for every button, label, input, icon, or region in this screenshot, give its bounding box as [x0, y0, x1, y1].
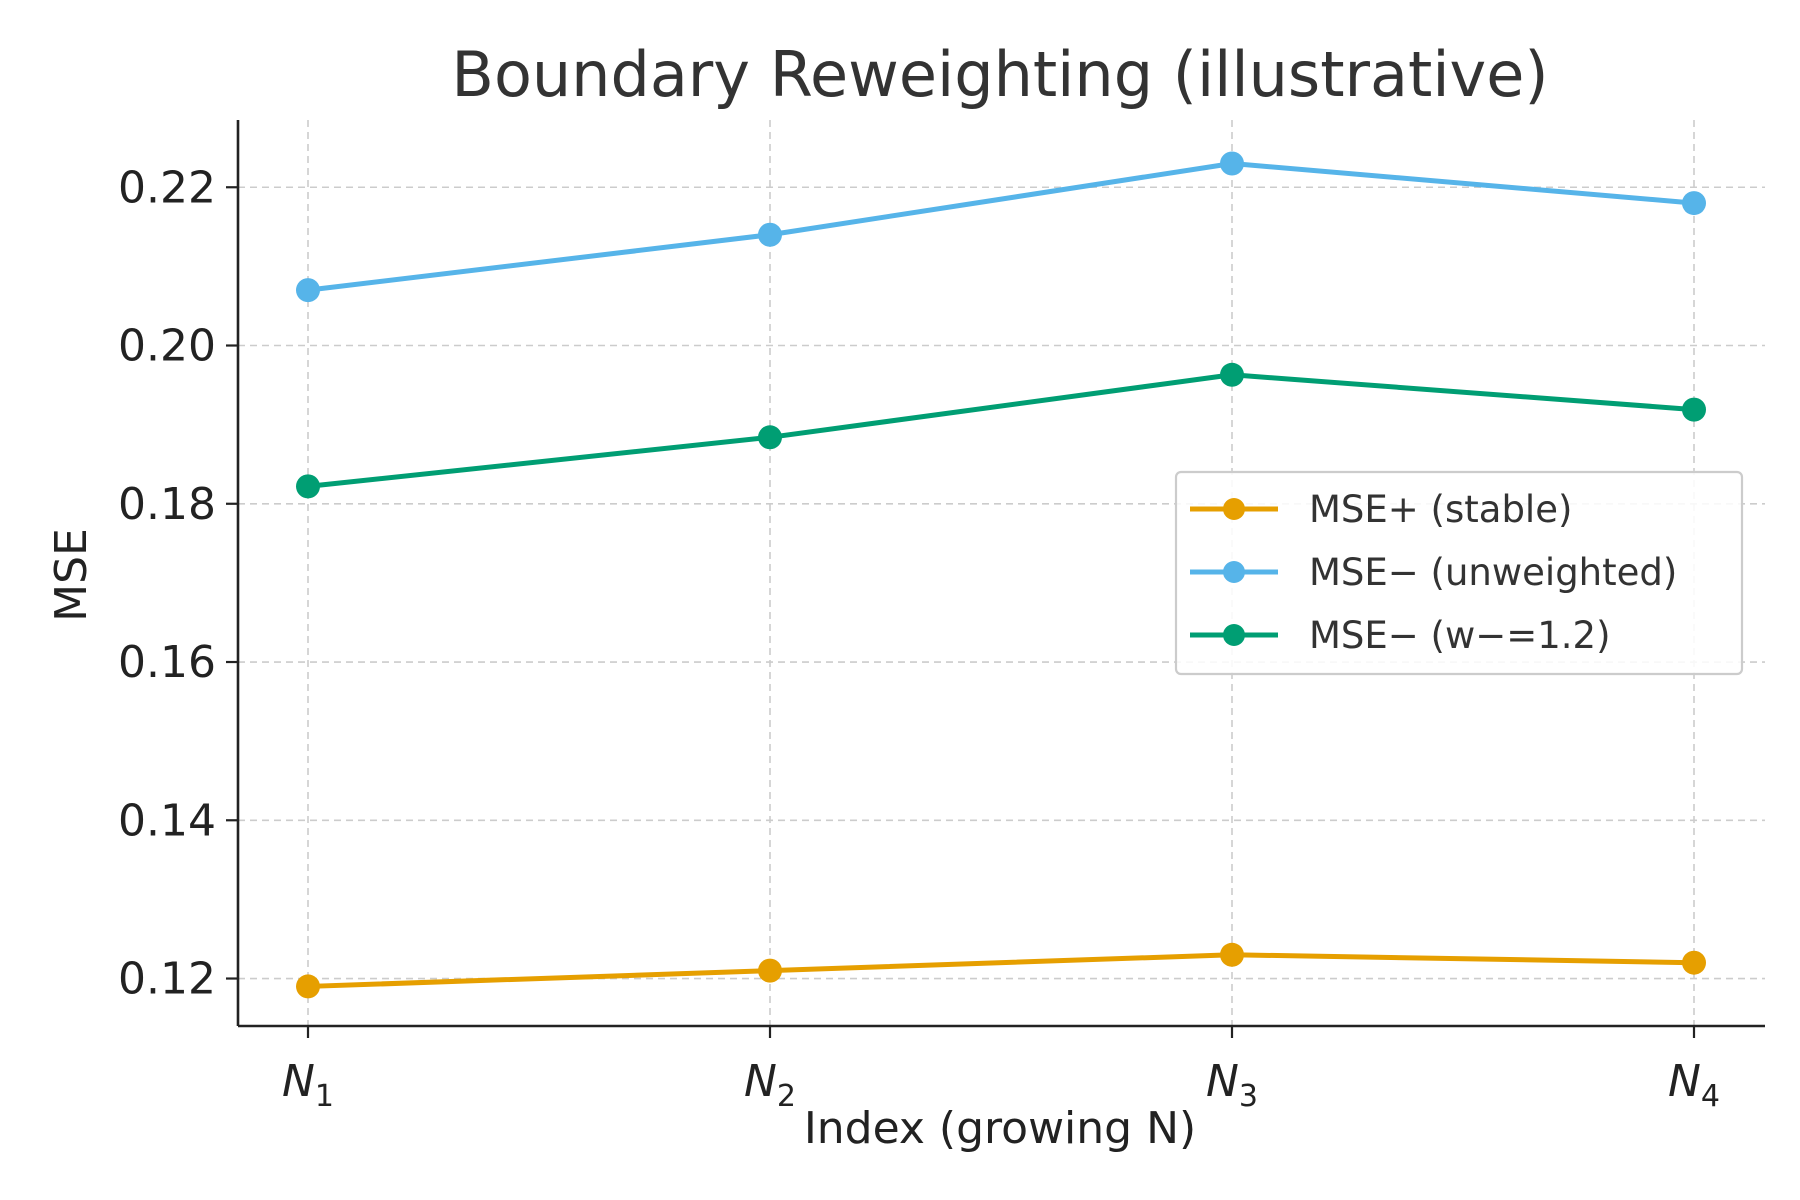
- data-point: [758, 958, 782, 983]
- series-layer: [296, 151, 1706, 999]
- series-1: [296, 942, 1706, 999]
- series-3: [296, 362, 1706, 499]
- y-tick-label: 0.20: [118, 321, 216, 372]
- legend-marker: [1223, 624, 1245, 646]
- legend-item: MSE+ (stable): [1190, 488, 1572, 531]
- x-tick-label: N3: [1206, 1056, 1258, 1114]
- data-point: [758, 222, 782, 247]
- legend: MSE+ (stable) MSE− (unweighted) MSE− (w−=1…: [1174, 470, 1744, 676]
- y-tick-label: 0.22: [118, 162, 216, 213]
- data-point: [1220, 942, 1244, 967]
- legend-item: MSE− (unweighted): [1190, 551, 1677, 594]
- legend-label: MSE− (w−=1.2): [1309, 614, 1611, 657]
- x-tick-label: N2: [744, 1056, 796, 1114]
- data-point: [1682, 191, 1706, 216]
- legend-label: MSE+ (stable): [1309, 488, 1572, 531]
- y-tick-label: 0.14: [118, 795, 216, 846]
- data-point: [296, 474, 320, 499]
- data-point: [1682, 397, 1706, 422]
- data-point: [296, 278, 320, 303]
- y-tick-label: 0.18: [118, 479, 216, 530]
- x-tick-label: N1: [282, 1056, 334, 1114]
- y-axis-label: MSE: [46, 528, 97, 622]
- data-point: [1220, 151, 1244, 176]
- axes: [236, 120, 1765, 1028]
- y-tick-label: 0.16: [118, 637, 216, 688]
- y-tick-label: 0.12: [118, 954, 216, 1005]
- series-line: [307, 161, 1695, 293]
- series-2: [296, 151, 1706, 303]
- legend-item: MSE− (w−=1.2): [1190, 614, 1611, 657]
- ticks: N1 N2 N3 N4 0.12 0.14 0.16 0.18 0.20 0.22: [118, 162, 1720, 1114]
- data-point: [758, 425, 782, 450]
- series-line: [307, 372, 1695, 489]
- series-line: [307, 952, 1695, 989]
- legend-marker: [1223, 561, 1245, 583]
- legend-label: MSE− (unweighted): [1309, 551, 1677, 594]
- data-point: [1220, 362, 1244, 387]
- data-point: [296, 974, 320, 999]
- legend-marker: [1223, 498, 1245, 520]
- x-axis-label: Index (growing N): [804, 1103, 1196, 1154]
- x-tick-label: N4: [1668, 1056, 1720, 1114]
- chart-title: Boundary Reweighting (illustrative): [451, 38, 1548, 111]
- data-point: [1682, 950, 1706, 975]
- legend-box: [1174, 470, 1744, 676]
